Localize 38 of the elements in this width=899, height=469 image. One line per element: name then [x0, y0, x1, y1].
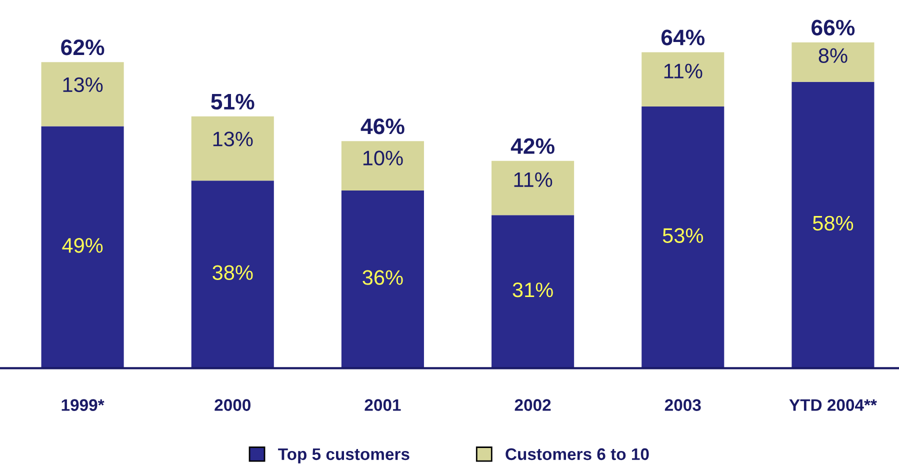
data-label: 13%	[213, 132, 253, 146]
bar	[642, 52, 724, 107]
x-tick-label: 2002	[514, 399, 551, 411]
data-label: 11%	[664, 64, 702, 78]
bar	[642, 106, 724, 368]
total-label: 42%	[510, 138, 554, 154]
total-label: 64%	[661, 30, 705, 46]
x-tick-label: 1999*	[62, 399, 104, 411]
bar	[492, 160, 574, 216]
bar	[191, 116, 274, 181]
x-tick-label: 2003	[664, 399, 701, 411]
legend-label: Top 5 customers	[278, 448, 410, 464]
data-label: 13%	[63, 77, 103, 92]
x-tick-label: 2000	[214, 399, 250, 411]
data-label: 53%	[662, 228, 703, 243]
bar	[492, 215, 574, 368]
bar	[191, 180, 274, 368]
x-tick-label: 2001	[364, 399, 401, 411]
data-label: 11%	[514, 172, 552, 187]
data-label: 36%	[362, 270, 403, 285]
bar	[792, 42, 874, 82]
data-label: 58%	[812, 216, 854, 231]
data-label: 31%	[512, 282, 553, 298]
bar	[41, 62, 124, 126]
total-label: 66%	[812, 20, 855, 36]
data-label: 49%	[62, 238, 103, 253]
total-label: 46%	[360, 118, 404, 134]
total-label: 62%	[61, 40, 104, 56]
legend-label: Customers 6 to 10	[506, 448, 649, 460]
x-tick-label: YTD 2004**	[789, 399, 877, 411]
bar	[792, 82, 874, 368]
data-label: 8%	[818, 48, 848, 63]
data-label: 38%	[212, 265, 253, 280]
bar	[41, 126, 124, 368]
bar	[341, 141, 424, 190]
bar	[341, 190, 424, 368]
total-label: 51%	[211, 94, 254, 110]
data-label: 10%	[363, 150, 403, 166]
